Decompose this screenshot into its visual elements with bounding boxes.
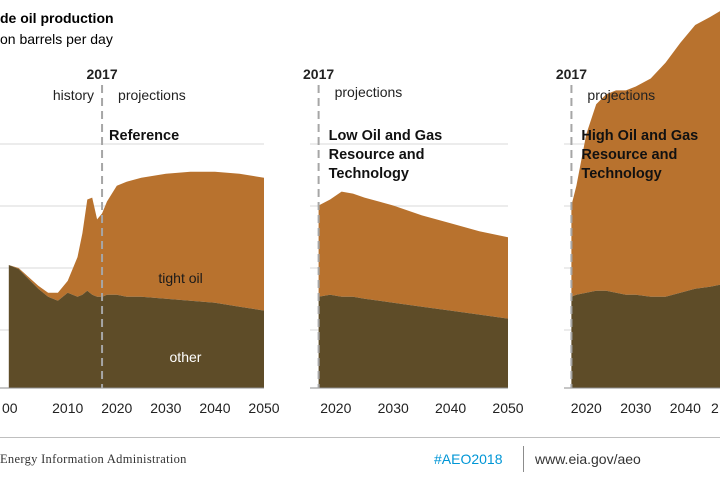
panel-reference-projections-label: projections	[118, 87, 186, 103]
panel-low-year-label: 2017	[303, 66, 334, 82]
panel-low-series-tight-oil-area	[318, 191, 508, 319]
panel-low-tick-label: 2020	[320, 400, 351, 416]
panel-reference-tick-label: 2040	[199, 400, 230, 416]
hashtag-link[interactable]: #AEO2018	[434, 451, 503, 467]
panel-reference-tight-oil-label: tight oil	[158, 270, 202, 286]
panel-high-tick-label: 2020	[571, 400, 602, 416]
panel-low-tick-label: 2030	[378, 400, 409, 416]
panel-high-tick-label: 2	[711, 400, 719, 416]
panel-low-tick-label: 2040	[435, 400, 466, 416]
panel-high-series-tight-oil-area	[571, 11, 720, 297]
panel-reference-series-other-area	[8, 265, 264, 388]
panel-reference-series-tight-oil-area	[8, 171, 264, 311]
panel-reference-other-label: other	[170, 349, 202, 365]
footer-divider	[0, 437, 720, 438]
panel-reference-scenario-label: Reference	[109, 128, 179, 144]
panel-low-scenario-label: Resource and	[329, 147, 425, 163]
panel-reference-tick-label: 00	[2, 400, 18, 416]
source-credit: Energy Information Administration	[0, 452, 187, 466]
panel-high-scenario-label: Resource and	[581, 147, 677, 163]
chart-subtitle: on barrels per day	[0, 31, 113, 47]
panel-low-scenario-label: Technology	[329, 166, 409, 182]
panel-high-scenario-label: High Oil and Gas	[581, 128, 698, 144]
panel-high-scenario-label: Technology	[581, 166, 661, 182]
panel-reference-history-label: history	[53, 87, 94, 103]
panel-reference-tick-label: 2030	[150, 400, 181, 416]
panel-low-series-other-area	[318, 294, 508, 388]
panel-high-series-other-area	[571, 284, 720, 388]
panel-reference-tick-label: 2050	[248, 400, 279, 416]
panel-reference-tick-label: 2010	[52, 400, 83, 416]
panel-high-year-label: 2017	[556, 66, 587, 82]
footer-separator	[523, 446, 524, 472]
panel-low-projections-label: projections	[335, 84, 403, 100]
panel-reference-year-label: 2017	[86, 66, 117, 82]
panel-high-projections-label: projections	[587, 87, 655, 103]
panel-high-tick-label: 2030	[620, 400, 651, 416]
panel-high-tick-label: 2040	[670, 400, 701, 416]
panel-reference-tick-label: 2020	[101, 400, 132, 416]
panel-low-scenario-label: Low Oil and Gas	[329, 128, 443, 144]
panel-low-tick-label: 2050	[492, 400, 523, 416]
chart-title: de oil production	[0, 10, 114, 26]
website-link[interactable]: www.eia.gov/aeo	[535, 451, 641, 467]
